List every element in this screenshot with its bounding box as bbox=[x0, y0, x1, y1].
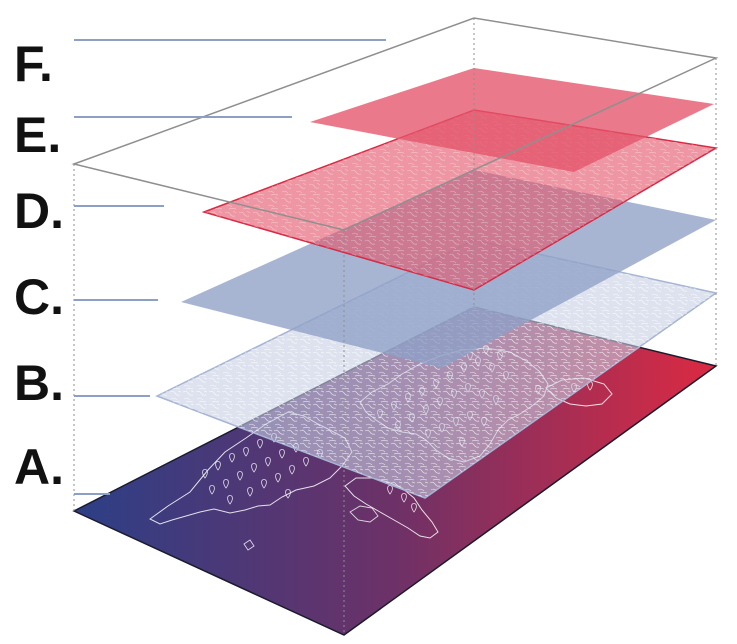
label-a: A. bbox=[14, 439, 64, 495]
leader-lines bbox=[74, 39, 386, 495]
label-d: D. bbox=[14, 183, 64, 239]
layer-e-plane bbox=[310, 68, 714, 172]
layer-f-frame bbox=[71, 17, 719, 635]
label-f: F. bbox=[14, 36, 53, 92]
label-c: C. bbox=[14, 269, 64, 325]
layer-labels: F. E. D. C. B. A. bbox=[14, 36, 64, 495]
label-e: E. bbox=[14, 107, 61, 163]
label-b: B. bbox=[14, 355, 64, 411]
